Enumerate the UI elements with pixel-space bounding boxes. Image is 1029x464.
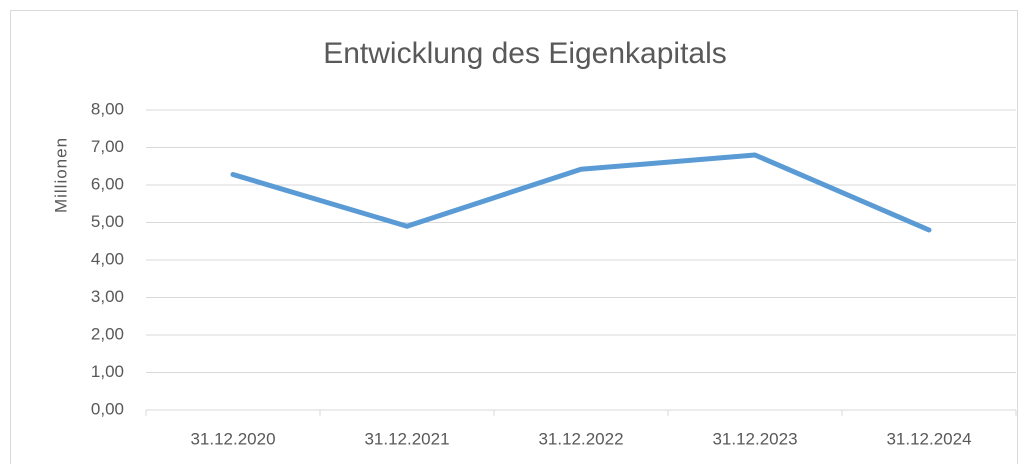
y-axis-label: Millionen	[51, 137, 70, 213]
line-series	[230, 152, 932, 233]
y-tick-label: 7,00	[91, 137, 124, 156]
x-tick-label: 31.12.2021	[364, 429, 449, 448]
y-tick-label: 5,00	[91, 212, 124, 231]
y-tick-label: 3,00	[91, 287, 124, 306]
chart-border	[10, 10, 1018, 464]
y-tick-label: 6,00	[91, 174, 124, 193]
chart-title: Entwicklung des Eigenkapitals	[323, 37, 727, 70]
y-tick-label: 0,00	[91, 399, 124, 418]
y-tick-label: 4,00	[91, 249, 124, 268]
y-tick-label: 1,00	[91, 362, 124, 381]
x-tick-label: 31.12.2020	[190, 429, 275, 448]
x-tick-label: 31.12.2024	[886, 429, 971, 448]
x-tick-label: 31.12.2022	[538, 429, 623, 448]
y-tick-label: 2,00	[91, 324, 124, 343]
x-tick-label: 31.12.2023	[712, 429, 797, 448]
y-tick-label: 8,00	[91, 99, 124, 118]
